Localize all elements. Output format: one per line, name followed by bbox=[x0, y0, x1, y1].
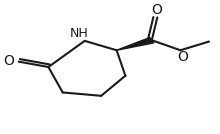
Text: NH: NH bbox=[70, 27, 89, 40]
Text: O: O bbox=[3, 54, 14, 68]
Polygon shape bbox=[117, 38, 154, 50]
Text: O: O bbox=[151, 3, 162, 17]
Text: O: O bbox=[177, 50, 188, 64]
